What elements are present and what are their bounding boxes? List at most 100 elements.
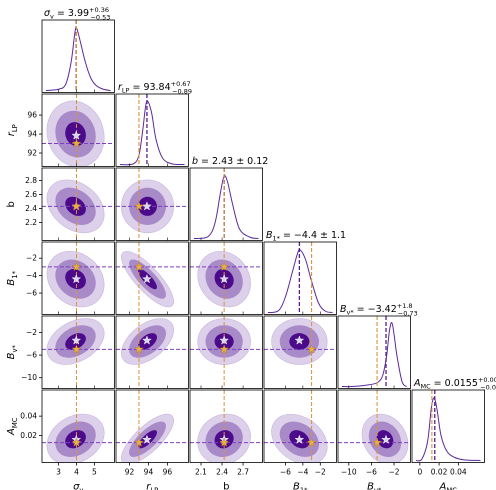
y-tick-label-r_LP: 96	[27, 111, 37, 120]
estimate-star-b-B_1star	[219, 274, 229, 284]
panel-frame	[41, 19, 115, 93]
joint-panel-b-vs-A_MC: 2.1 2.4 2.7 b	[189, 389, 263, 490]
x-tick-label-B_1star: −6	[280, 468, 291, 477]
joint-panel-r_LP-vs-A_MC: 92 94 96 rLP	[115, 389, 189, 490]
x-tick-label-r_LP: 94	[144, 468, 154, 477]
y-tick-label-b: 2.8	[25, 176, 37, 185]
marginal-title-B_vstar: Bv* = −3.42+1.8 −0.73	[340, 302, 418, 318]
x-tick-label-b: 2.1	[195, 468, 207, 477]
x-axis-label-b: b	[223, 482, 229, 490]
x-tick-label-r_LP: 92	[125, 468, 135, 477]
truth-star-sigma_v-A_MC	[71, 437, 82, 447]
estimate-star-r_LP-b	[142, 201, 152, 211]
marginal-panel-sigma_v: σv = 3.99+0.36 −0.53	[41, 6, 115, 93]
marginal-title-A_MC: AMC = 0.0155+0.0036−0.0088	[413, 376, 496, 392]
x-tick-label-B_vstar: −2	[389, 468, 400, 477]
x-axis-label-sigma_v: σv	[73, 482, 83, 490]
estimate-star-r_LP-B_vstar	[142, 335, 152, 345]
marginal-title-r_LP: rLP = 93.84+0.67 −0.89	[118, 80, 192, 96]
y-tick-label-A_MC: 0.02	[20, 431, 37, 440]
panel-frame	[189, 241, 263, 315]
panel-frame	[189, 389, 263, 463]
joint-panel-sigma_v-vs-b: 2.2 2.4 2.6 2.8 b	[6, 167, 115, 241]
y-tick-label-B_vstar: −6	[26, 351, 37, 360]
truth-star-sigma_v-B_1star	[71, 261, 82, 272]
x-tick-label-b: 2.7	[237, 468, 249, 477]
panel-frame	[263, 315, 337, 389]
joint-panel-sigma_v-vs-B_vstar: −10 −6 −2 Bv*	[6, 315, 115, 389]
truth-star-B_1star-B_vstar	[306, 344, 317, 354]
truth-star-r_LP-b	[134, 201, 144, 211]
x-tick-label-B_1star: −4	[297, 468, 308, 477]
panel-frame	[337, 315, 411, 389]
panel-frame	[189, 315, 263, 389]
joint-panel-sigma_v-vs-r_LP: 92 94 96 rLP	[6, 93, 115, 167]
truth-star-B_vstar-A_MC	[372, 437, 382, 447]
y-tick-label-b: 2.2	[25, 218, 37, 227]
x-tick-label-B_vstar: −10	[341, 468, 357, 477]
panel-frame	[115, 389, 189, 463]
estimate-star-r_LP-B_1star	[142, 274, 152, 284]
marginal-curve-A_MC	[415, 397, 481, 462]
truth-star-sigma_v-r_LP	[71, 138, 82, 148]
joint-panel-r_LP-vs-B_1star	[115, 241, 189, 315]
x-tick-label-B_1star: −2	[315, 468, 326, 477]
panel-frame	[263, 389, 337, 463]
truth-star-B_1star-A_MC	[306, 437, 317, 447]
panel-frame	[411, 389, 485, 463]
estimate-star-sigma_v-B_1star	[71, 274, 82, 284]
estimate-star-B_1star-A_MC	[294, 434, 305, 444]
x-tick-label-sigma_v: 3	[56, 468, 61, 477]
marginal-panel-A_MC: AMC = 0.0155+0.0036−0.0088 0 0.020.04 AMC	[411, 376, 496, 490]
panel-frame	[41, 167, 115, 241]
truth-star-sigma_v-b	[71, 201, 82, 211]
joint-panel-r_LP-vs-b	[115, 167, 189, 241]
x-axis-label-B_1star: B1*	[293, 482, 308, 490]
y-axis-label-B_1star: B1*	[6, 270, 19, 285]
joint-panel-B_1star-vs-B_vstar	[263, 315, 337, 389]
y-axis-label-b: b	[6, 201, 17, 207]
x-tick-label-sigma_v: 5	[92, 468, 97, 477]
marginal-title-sigma_v: σv = 3.99+0.36 −0.53	[44, 6, 110, 22]
estimate-star-B_vstar-A_MC	[381, 434, 391, 444]
panel-frame	[189, 167, 263, 241]
y-tick-label-r_LP: 92	[27, 149, 37, 158]
x-axis-label-r_LP: rLP	[146, 482, 158, 490]
marginal-panel-B_vstar: Bv* = −3.42+1.8 −0.73	[337, 302, 418, 389]
truth-star-b-B_vstar	[219, 344, 229, 354]
estimate-star-b-B_vstar	[219, 335, 229, 345]
marginal-panel-r_LP: rLP = 93.84+0.67 −0.89	[115, 80, 192, 167]
y-tick-label-r_LP: 94	[27, 130, 37, 139]
panel-frame	[41, 241, 115, 315]
marginal-curve-B_vstar	[341, 321, 407, 388]
estimate-star-B_1star-B_vstar	[294, 335, 305, 345]
estimate-star-sigma_v-r_LP	[71, 130, 82, 140]
marginal-title-b: b = 2.43 ± 0.12	[192, 156, 268, 167]
y-tick-label-B_1star: −6	[26, 289, 37, 298]
marginal-panel-B_1star: B1* = −4.4 ± 1.1	[263, 230, 346, 315]
x-tick-label-b: 2.4	[216, 468, 228, 477]
marginal-curve-sigma_v	[45, 27, 111, 91]
marginal-title-B_1star: B1* = −4.4 ± 1.1	[266, 230, 346, 243]
truth-star-r_LP-B_vstar	[134, 344, 144, 354]
panel-frame	[115, 93, 189, 167]
marginal-panel-b: b = 2.43 ± 0.12	[189, 156, 268, 241]
joint-panel-sigma_v-vs-B_1star: −6 −4 −2 B1*	[6, 241, 115, 315]
estimate-star-sigma_v-B_vstar	[71, 335, 82, 345]
panel-frame	[41, 93, 115, 167]
truth-star-b-A_MC	[219, 437, 229, 447]
panel-frame	[115, 167, 189, 241]
marginal-curve-b	[193, 175, 259, 239]
x-tick-label-r_LP: 96	[163, 468, 173, 477]
marginal-curve-B_1star	[267, 249, 333, 313]
joint-panel-b-vs-B_vstar	[189, 315, 263, 389]
y-axis-label-B_vstar: Bv*	[6, 345, 19, 360]
truth-star-r_LP-A_MC	[134, 437, 144, 447]
panel-frame	[115, 241, 189, 315]
marginal-curve-r_LP	[119, 100, 185, 166]
truth-star-b-B_1star	[219, 261, 229, 272]
truth-star-r_LP-B_1star	[134, 261, 144, 272]
panel-frame	[263, 241, 337, 315]
panel-frame	[115, 315, 189, 389]
